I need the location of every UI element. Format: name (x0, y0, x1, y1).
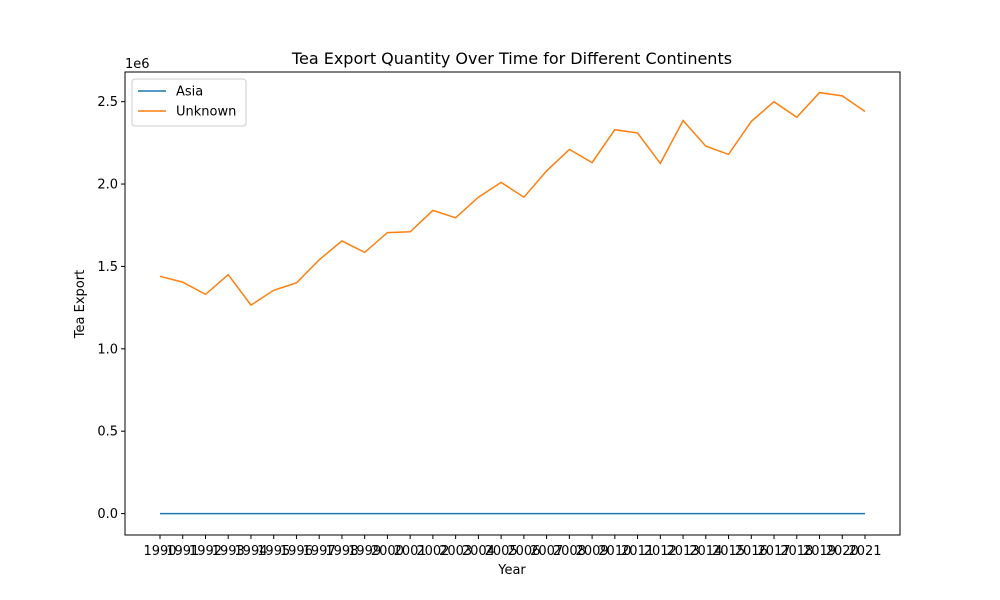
x-tick-label: 2007 (530, 544, 563, 559)
plot-lines (159, 91, 866, 515)
legend-label-unknown: Unknown (176, 105, 236, 120)
x-tick-label: 1994 (234, 544, 267, 559)
x-tick-label: 2008 (553, 544, 586, 559)
x-tick-label: 2011 (621, 544, 654, 559)
x-tick-label: 2005 (485, 544, 518, 559)
x-tick-label: 1996 (280, 544, 313, 559)
x-tick-label: 2001 (394, 544, 427, 559)
y-tick-label: 1.5 (97, 260, 118, 275)
series-line-unknown (159, 91, 866, 307)
x-tick-label: 2013 (667, 544, 700, 559)
x-tick-label: 2010 (598, 544, 631, 559)
x-tick-label: 2002 (416, 544, 449, 559)
x-tick-label: 2014 (689, 544, 722, 559)
x-tick-label: 2003 (439, 544, 472, 559)
x-tick-label: 1992 (189, 544, 222, 559)
x-tick-label: 2018 (780, 544, 813, 559)
x-tick-label: 2006 (507, 544, 540, 559)
x-tick-label: 1998 (325, 544, 358, 559)
y-offset-label: 1e6 (125, 57, 150, 72)
x-tick-label: 2020 (826, 544, 859, 559)
y-tick-label: 0.0 (97, 507, 118, 522)
x-tick-label: 2015 (712, 544, 745, 559)
x-tick-label: 1997 (303, 544, 336, 559)
x-tick-label: 2019 (803, 544, 836, 559)
y-tick-label: 1.0 (97, 342, 118, 357)
x-tick-label: 2000 (371, 544, 404, 559)
legend-label-asia: Asia (176, 85, 203, 100)
x-tick-label: 2004 (462, 544, 495, 559)
x-tick-label: 1999 (348, 544, 381, 559)
chart-title: Tea Export Quantity Over Time for Differ… (291, 49, 732, 68)
x-tick-label: 1993 (212, 544, 245, 559)
y-tick-label: 2.5 (97, 95, 118, 110)
y-axis: 0.0 0.5 1.0 1.5 2.0 2.5 (97, 95, 125, 522)
x-tick-label: 2017 (757, 544, 790, 559)
x-tick-label: 1995 (257, 544, 290, 559)
x-axis: 1990199119921993199419951996199719981999… (143, 535, 882, 559)
x-axis-label: Year (497, 563, 526, 578)
x-tick-label: 2016 (735, 544, 768, 559)
x-tick-label: 1990 (143, 544, 176, 559)
y-tick-label: 0.5 (97, 425, 118, 440)
y-axis-label: Tea Export (73, 270, 88, 339)
x-tick-label: 2021 (848, 544, 881, 559)
plot-frame (124, 71, 901, 536)
x-tick-label: 1991 (166, 544, 199, 559)
y-tick-label: 2.0 (97, 178, 118, 193)
legend: Asia Unknown (131, 78, 247, 127)
x-tick-label: 2009 (576, 544, 609, 559)
x-tick-label: 2012 (644, 544, 677, 559)
